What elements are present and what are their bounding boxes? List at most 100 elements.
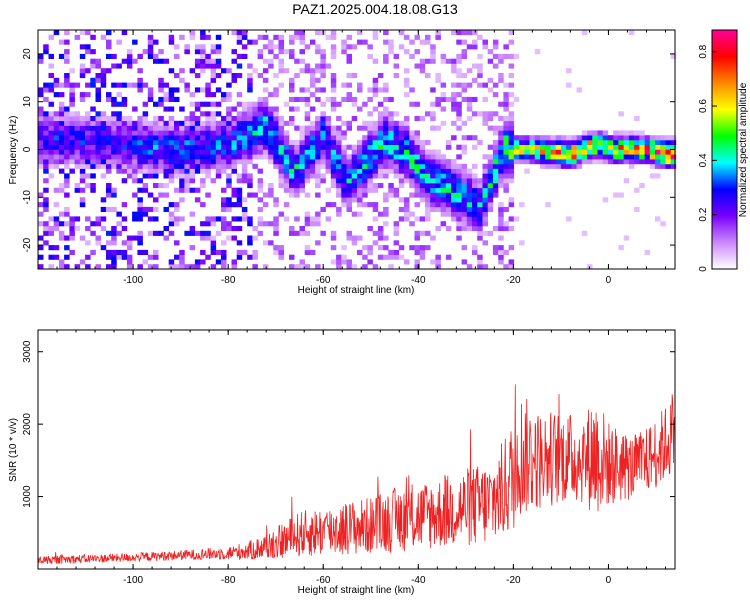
spectrogram-cell bbox=[137, 82, 143, 88]
spectrogram-cell bbox=[430, 173, 436, 179]
spectrogram-cell bbox=[404, 216, 410, 222]
spectrogram-cell bbox=[64, 178, 70, 184]
spectrogram-cell bbox=[487, 173, 494, 179]
spectrogram-cell bbox=[142, 82, 149, 88]
spectrogram-cell bbox=[106, 53, 112, 59]
spectrogram-cell bbox=[90, 149, 96, 155]
colorbar-tick-label: 0.8 bbox=[698, 44, 709, 58]
spectrogram-cell bbox=[64, 206, 70, 212]
spectrogram-cell bbox=[445, 226, 452, 232]
spectrogram-cell bbox=[58, 101, 65, 107]
spectrogram-cell bbox=[90, 77, 96, 83]
spectrogram-cell bbox=[74, 111, 81, 117]
spectrogram-cell bbox=[210, 130, 217, 136]
spectrogram-cell bbox=[58, 106, 65, 112]
spectrogram-cell bbox=[100, 82, 107, 88]
spectrogram-cell bbox=[304, 230, 311, 236]
spectrogram-cell bbox=[184, 173, 190, 179]
spectrogram-cell bbox=[48, 87, 54, 93]
spectrogram-cell bbox=[325, 63, 332, 69]
spectrogram-cell bbox=[472, 30, 478, 36]
spectrogram-cell bbox=[100, 68, 107, 74]
colorbar-tick-label: 0.6 bbox=[698, 99, 709, 113]
spectrogram-cell bbox=[409, 130, 415, 136]
spectrogram-cell bbox=[435, 30, 441, 36]
spectrogram-y-tick-label: 20 bbox=[22, 48, 33, 60]
spectrogram-cell bbox=[409, 168, 415, 174]
spectrogram-cell bbox=[341, 192, 347, 198]
spectrogram-cell bbox=[205, 163, 211, 169]
spectrogram-cell bbox=[581, 130, 588, 136]
spectrogram-cell bbox=[168, 168, 175, 174]
spectrogram-cell bbox=[241, 106, 248, 112]
spectrogram-cell bbox=[466, 168, 473, 174]
spectrogram-cell bbox=[184, 135, 190, 141]
spectrogram-cell bbox=[372, 187, 379, 193]
spectrogram-cell bbox=[289, 96, 295, 102]
spectrogram-cell bbox=[158, 82, 164, 88]
spectrogram-cell bbox=[351, 159, 358, 165]
spectrogram-cell bbox=[90, 49, 96, 55]
spectrogram-cell bbox=[503, 149, 509, 155]
spectrogram-cell bbox=[132, 120, 138, 126]
spectrogram-cell bbox=[116, 92, 122, 98]
spectrogram-cell bbox=[304, 159, 311, 165]
spectrogram-cell bbox=[43, 221, 49, 227]
spectrogram-cell bbox=[655, 163, 661, 169]
spectrogram-cell bbox=[372, 92, 379, 98]
spectrogram-cell bbox=[106, 183, 112, 189]
spectrogram-cell bbox=[383, 211, 389, 217]
spectrogram-cell bbox=[294, 34, 300, 40]
spectrogram-cell bbox=[210, 139, 217, 145]
spectrogram-cell bbox=[404, 168, 410, 174]
spectrogram-cell bbox=[236, 154, 243, 160]
spectrogram-cell bbox=[534, 154, 541, 160]
spectrogram-cell bbox=[247, 106, 253, 112]
spectrogram-cell bbox=[158, 58, 164, 64]
spectrogram-cell bbox=[163, 92, 169, 98]
spectrogram-cell bbox=[461, 206, 468, 212]
spectrogram-cell bbox=[121, 226, 128, 232]
spectrogram-cell bbox=[508, 130, 515, 136]
spectrogram-cell bbox=[503, 226, 509, 232]
spectrogram-cell bbox=[435, 101, 441, 107]
spectrogram-cell bbox=[236, 254, 243, 260]
spectrogram-cell bbox=[492, 249, 499, 255]
spectrogram-cell bbox=[414, 144, 420, 150]
spectrogram-cell bbox=[273, 34, 279, 40]
spectrogram-cell bbox=[163, 159, 169, 165]
spectrogram-cell bbox=[179, 68, 185, 74]
spectrogram-cell bbox=[435, 168, 441, 174]
spectrogram-cell bbox=[472, 39, 478, 45]
spectrogram-cell bbox=[472, 173, 478, 179]
spectrogram-cell bbox=[330, 82, 337, 88]
spectrogram-cell bbox=[289, 192, 295, 198]
spectrogram-cell bbox=[38, 202, 44, 208]
spectrogram-cell bbox=[79, 149, 86, 155]
spectrogram-cell bbox=[111, 163, 117, 169]
spectrogram-cell bbox=[163, 206, 169, 212]
spectrogram-cell bbox=[174, 154, 180, 160]
spectrogram-cell bbox=[205, 135, 211, 141]
spectrogram-cell bbox=[451, 106, 457, 112]
spectrogram-cell bbox=[200, 159, 206, 165]
spectrogram-cell bbox=[330, 135, 337, 141]
spectrogram-cell bbox=[174, 73, 180, 79]
spectrogram-cell bbox=[221, 144, 227, 150]
spectrogram-cell bbox=[278, 173, 284, 179]
spectrogram-cell bbox=[597, 149, 603, 155]
spectrogram-cell bbox=[221, 154, 227, 160]
spectrogram-cell bbox=[440, 173, 447, 179]
spectrogram-cell bbox=[153, 154, 159, 160]
spectrogram-cell bbox=[273, 53, 279, 59]
spectrogram-cell bbox=[283, 120, 290, 126]
spectrogram-cell bbox=[425, 34, 431, 40]
spectrogram-cell bbox=[126, 163, 133, 169]
spectrogram-cell bbox=[309, 173, 316, 179]
spectrogram-x-tick-label: 0 bbox=[606, 275, 612, 286]
spectrogram-cell bbox=[320, 149, 326, 155]
spectrogram-cell bbox=[377, 87, 384, 93]
spectrogram-cell bbox=[466, 187, 473, 193]
spectrogram-cell bbox=[393, 187, 400, 193]
spectrogram-cell bbox=[215, 49, 222, 55]
